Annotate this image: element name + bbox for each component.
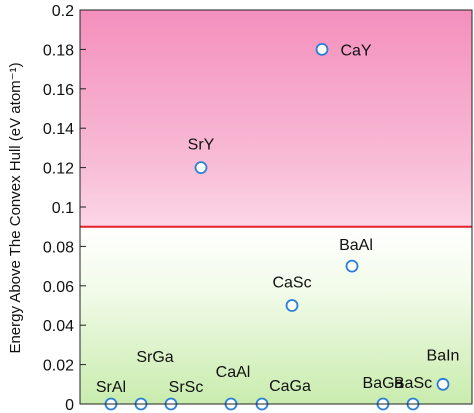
- point-label: BaGa: [363, 375, 404, 392]
- point-label: CaY: [340, 42, 371, 59]
- y-tick-label: 0.04: [43, 318, 74, 335]
- point-label: BaSc: [394, 375, 432, 392]
- point-label: SrSc: [169, 379, 204, 396]
- point-label: SrGa: [136, 349, 173, 366]
- data-point: [285, 299, 299, 312]
- data-point: [436, 377, 450, 391]
- y-tick-label: 0.12: [43, 161, 74, 178]
- y-tick-label: 0.2: [52, 3, 74, 20]
- stable-region: [80, 226, 472, 404]
- y-tick-label: 0: [65, 397, 74, 413]
- point-label: CaSc: [272, 275, 311, 292]
- y-axis: 0 0.02 0.04 0.06 0.08 0.1 0.12 0.14 0.16 0.18 0.2: [43, 3, 86, 413]
- point-label: CaGa: [269, 378, 311, 395]
- point-label: CaAl: [216, 364, 251, 381]
- y-tick-label: 0.08: [43, 239, 74, 256]
- data-point: [315, 43, 329, 56]
- point-label: SrAl: [96, 379, 126, 396]
- y-tick-label: 0.14: [43, 121, 74, 138]
- y-tick-label: 0.18: [43, 42, 74, 59]
- plot-frame: [79, 9, 473, 405]
- point-label: BaAl: [339, 237, 373, 254]
- y-tick-label: 0.16: [43, 82, 74, 99]
- y-axis-title: Energy Above The Convex Hull (eV atom⁻¹): [7, 62, 24, 353]
- data-point: [345, 259, 359, 273]
- y-tick-label: 0.06: [43, 279, 74, 296]
- unstable-region: [80, 10, 472, 227]
- data-points: [104, 43, 450, 411]
- point-label: BaIn: [427, 347, 460, 364]
- y-tick-label: 0.02: [43, 358, 74, 375]
- point-labels: SrAlSrGaSrScSrYCaAlCaGaCaScCaYBaAlBaGaBa…: [96, 42, 460, 396]
- point-label: SrY: [188, 137, 215, 154]
- data-point: [194, 161, 208, 175]
- y-tick-label: 0.1: [52, 200, 74, 217]
